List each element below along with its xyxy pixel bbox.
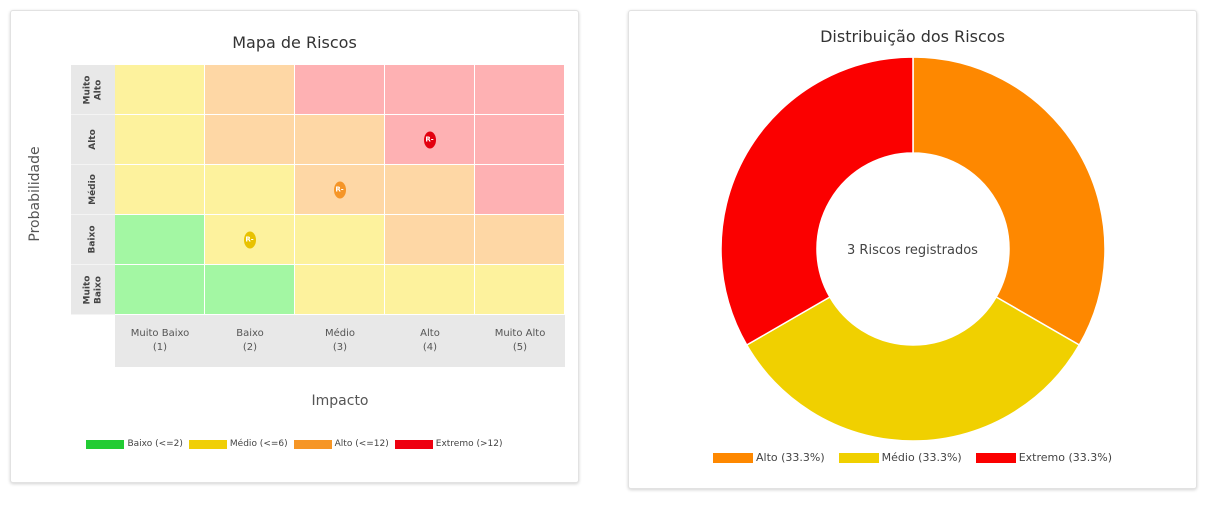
column-label-value: (1) (152, 342, 168, 353)
legend-swatch (86, 439, 125, 449)
column-label: Baixo (2) (205, 315, 295, 367)
column-label-value: (2) (242, 342, 258, 353)
matrix-corner (71, 315, 115, 367)
matrix-cell (205, 65, 295, 115)
row-label-line: Muito (82, 275, 92, 304)
legend-swatch (394, 439, 433, 449)
matrix-cell (385, 215, 475, 265)
matrix-cell (205, 115, 295, 165)
column-label: Alto (4) (385, 315, 475, 367)
matrix-cell (475, 265, 565, 315)
matrix-cell (295, 115, 385, 165)
legend-label: Alto (<=12) (334, 439, 389, 449)
column-label: Muito Baixo (1) (115, 315, 205, 367)
matrix-cell (385, 265, 475, 315)
row-label-line: Alto (93, 79, 103, 100)
row-label-text: Baixo (87, 225, 98, 253)
matrix-cell (295, 215, 385, 265)
column-label-text: Muito Alto (494, 328, 546, 339)
legend-label: Extremo (33.3%) (1018, 451, 1112, 464)
legend-label: Médio (<=6) (229, 439, 288, 449)
donut-center-text: 3 Riscos registrados (847, 243, 978, 258)
legend-swatch (838, 452, 879, 463)
risk-distribution-title: Distribuição dos Riscos (820, 27, 1005, 46)
column-label-text: Alto (420, 328, 440, 339)
column-label: Médio (3) (295, 315, 385, 367)
row-label-line: Médio (87, 174, 98, 205)
column-label-text: Muito Baixo (130, 328, 190, 339)
column-label-text: Médio (324, 328, 356, 339)
matrix-cell (115, 165, 205, 215)
matrix-cell: R- (205, 215, 295, 265)
donut-legend-item[interactable]: Médio (33.3%) (838, 451, 962, 464)
matrix-cell (115, 215, 205, 265)
matrix-cell (115, 265, 205, 315)
risk-marker[interactable]: R- (243, 231, 256, 248)
donut-legend: Alto (33.3%) Médio (33.3%) Extremo (33.3%) (629, 451, 1196, 464)
x-axis-label: Impacto (311, 393, 369, 409)
row-label-text: Alto (87, 129, 98, 150)
matrix-cell: R- (295, 165, 385, 215)
legend-swatch (293, 439, 332, 449)
legend-item: Extremo (>12) (394, 439, 503, 449)
matrix-cell (115, 115, 205, 165)
legend-swatch (712, 452, 753, 463)
legend-label: Extremo (>12) (435, 439, 503, 449)
matrix-cell (115, 65, 205, 115)
legend-item: Médio (<=6) (188, 439, 288, 449)
matrix-cell (205, 165, 295, 215)
donut-legend-item[interactable]: Alto (33.3%) (712, 451, 825, 464)
row-label-text: Médio (88, 174, 99, 205)
row-label-line: Alto (87, 129, 98, 150)
donut-legend-item[interactable]: Extremo (33.3%) (975, 451, 1112, 464)
y-axis-label: Probabilidade (27, 146, 43, 242)
row-label: Baixo (71, 215, 115, 265)
risk-map-legend: Baixo (<=2) Médio (<=6) Alto (<=12) Extremo… (11, 439, 578, 449)
row-label-line: Muito (82, 75, 92, 104)
row-label-text: Muito Alto (82, 75, 104, 104)
risk-marker[interactable]: R- (423, 131, 436, 148)
risk-map-title: Mapa de Riscos (232, 33, 357, 52)
matrix-cell (475, 165, 565, 215)
matrix-cell (475, 65, 565, 115)
column-label-value: (3) (332, 342, 348, 353)
row-label: Médio (71, 165, 115, 215)
matrix-cell (295, 265, 385, 315)
column-label-value: (5) (512, 342, 528, 353)
row-label: Alto (71, 115, 115, 165)
matrix-cell (385, 65, 475, 115)
matrix-cell: R- (385, 115, 475, 165)
donut-chart (720, 56, 1106, 442)
donut-slice-médio[interactable] (745, 295, 1081, 442)
matrix-cell (205, 265, 295, 315)
donut-slice-extremo[interactable] (720, 56, 914, 347)
risk-marker[interactable]: R- (333, 181, 346, 198)
legend-swatch (975, 452, 1016, 463)
row-label-line: Baixo (93, 275, 103, 304)
matrix-cell (475, 215, 565, 265)
row-label-line: Baixo (87, 225, 98, 254)
row-label: Muito Alto (71, 65, 115, 115)
column-label: Muito Alto (5) (475, 315, 565, 367)
legend-item: Baixo (<=2) (86, 439, 183, 449)
matrix-cell (475, 115, 565, 165)
risk-matrix-grid: Muito Alto Alto R- Médio R- Baixo R- Muito Baixo M… (71, 65, 565, 367)
risk-distribution-card: Distribuição dos Riscos 3 Riscos registr… (628, 10, 1197, 489)
legend-label: Alto (33.3%) (755, 451, 825, 464)
legend-label: Médio (33.3%) (881, 451, 962, 464)
column-label-value: (4) (422, 342, 438, 353)
legend-label: Baixo (<=2) (127, 439, 183, 449)
donut-slice-alto[interactable] (912, 56, 1106, 347)
legend-swatch (188, 439, 227, 449)
column-label-text: Baixo (236, 328, 264, 339)
matrix-cell (295, 65, 385, 115)
matrix-cell (385, 165, 475, 215)
legend-item: Alto (<=12) (293, 439, 389, 449)
risk-map-card: Mapa de Riscos Probabilidade Muito Alto Al… (10, 10, 579, 483)
row-label-text: Muito Baixo (82, 275, 104, 304)
row-label: Muito Baixo (71, 265, 115, 315)
